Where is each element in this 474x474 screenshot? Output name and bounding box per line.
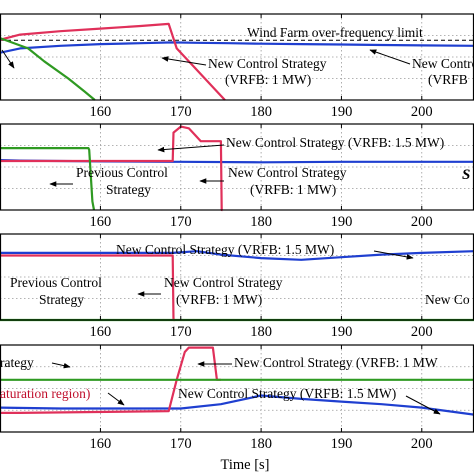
annotation-arrow: [161, 56, 207, 66]
annotation-label: New Control Strategy (VRFB: 1.5 MW): [116, 242, 334, 257]
annotation-label: (VRFB: 1 MW): [176, 292, 262, 307]
annotation-arrow: [405, 395, 441, 415]
x-tick-label: 190: [331, 436, 353, 452]
x-tick-label: 200: [411, 324, 433, 340]
annotation-label: (VRFB: [428, 72, 468, 87]
annotation-arrow: [373, 250, 414, 260]
x-tick-label: 160: [90, 324, 112, 340]
annotation-arrow: [51, 362, 71, 369]
annotation-arrow: [107, 392, 125, 406]
x-tick-label: 180: [250, 436, 272, 452]
annotation-arrow: [1, 49, 15, 69]
annotation-label: New Co: [425, 292, 470, 307]
panel-3: 160 170 180 190 200: [0, 233, 474, 340]
x-tick-label: 180: [250, 104, 272, 120]
annotations-panel-3: New Control Strategy (VRFB: 1.5 MW) Prev…: [10, 242, 470, 307]
annotation-label: New Control Strategy (VRFB: 1.5 MW): [178, 386, 396, 401]
annotation-label: rategy: [0, 355, 34, 370]
annotation-label: Previous Control: [76, 165, 168, 180]
series-line-red: [0, 125, 223, 212]
annotation-label: New Control Strategy (VRFB: 1 MW: [234, 355, 438, 370]
annotation-label: Strategy: [106, 182, 151, 197]
annotation-label: Strategy: [39, 292, 84, 307]
series-line-red: [0, 346, 221, 414]
annotation-label: New Control Strategy: [228, 165, 347, 180]
x-tick-label: 180: [250, 214, 272, 230]
series-line-blue: [0, 394, 474, 416]
x-tick-label: 160: [90, 436, 112, 452]
annotation-label: New Control Strategy: [208, 56, 327, 71]
annotation-arrow: [369, 49, 411, 65]
x-tick-label: 170: [170, 436, 192, 452]
x-tick-label: 190: [331, 104, 353, 120]
x-tick-label: 190: [331, 214, 353, 230]
x-axis-label: Time [s]: [220, 457, 269, 473]
x-tick-label: 170: [170, 214, 192, 230]
series-line-green: [0, 37, 96, 101]
annotation-label: S: [462, 167, 470, 183]
annotation-label: (VRFB: 1 MW): [250, 182, 336, 197]
series-line-red: [0, 22, 226, 101]
annotation-arrow: [157, 144, 225, 153]
x-tick-label: 180: [250, 324, 272, 340]
annotation-label: (VRFB: 1 MW): [225, 72, 311, 87]
x-tick-label: 190: [331, 324, 353, 340]
annotation-label: New Control Strategy (VRFB: 1.5 MW): [226, 135, 444, 150]
annotation-label: New Control Strategy: [164, 275, 283, 290]
series-line-blue: [0, 250, 474, 261]
series-line-blue: [0, 41, 474, 54]
annotation-label: aturation region): [0, 386, 90, 401]
annotation-label: New Control: [412, 56, 474, 71]
x-tick-label: 170: [170, 104, 192, 120]
annotations-panel-4: rategy New Control Strategy (VRFB: 1 MW …: [0, 355, 441, 415]
x-tick-label: 200: [411, 436, 433, 452]
x-tick-label: 160: [90, 214, 112, 230]
x-tick-label: 170: [170, 324, 192, 340]
annotation-label: Previous Control: [10, 275, 102, 290]
annotations-panel-2: New Control Strategy (VRFB: 1.5 MW) Prev…: [49, 135, 470, 197]
x-tick-label: 160: [90, 104, 112, 120]
ref-line-label: Wind Farm over-frequency limit: [247, 25, 423, 40]
x-tick-label: 200: [411, 104, 433, 120]
x-tick-label: 200: [411, 214, 433, 230]
series-line-green: [0, 147, 96, 211]
annotations-panel-1: Wind Farm over-frequency limit New Contr…: [1, 25, 474, 87]
